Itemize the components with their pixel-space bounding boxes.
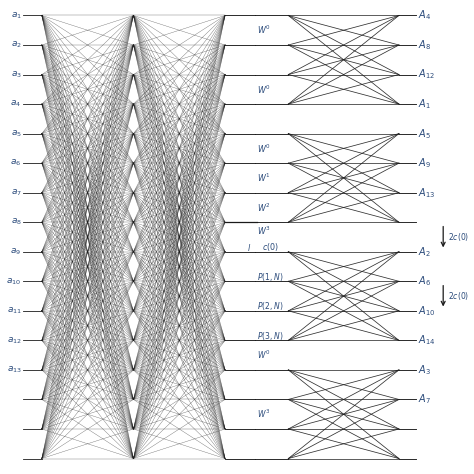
Text: $A_4$: $A_4$ (418, 9, 431, 22)
Text: $W^3$: $W^3$ (257, 408, 270, 420)
Text: $W^0$: $W^0$ (257, 83, 271, 95)
Text: $A_9$: $A_9$ (418, 156, 431, 170)
Text: $a_{13}$: $a_{13}$ (7, 365, 21, 375)
Text: $2c(0)$: $2c(0)$ (447, 290, 469, 302)
Text: $a_7$: $a_7$ (10, 187, 21, 198)
Text: $A_1$: $A_1$ (418, 97, 431, 111)
Text: $W^0$: $W^0$ (257, 142, 271, 155)
Text: $A_3$: $A_3$ (418, 363, 431, 377)
Text: $P(1,N)$: $P(1,N)$ (257, 271, 283, 283)
Text: $P(3,N)$: $P(3,N)$ (257, 330, 283, 342)
Text: $a_9$: $a_9$ (10, 246, 21, 257)
Text: $A_{14}$: $A_{14}$ (418, 334, 436, 347)
Text: $c(0)$: $c(0)$ (262, 241, 279, 253)
Text: $W^0$: $W^0$ (257, 24, 271, 36)
Text: $A_7$: $A_7$ (418, 392, 431, 406)
Text: $2c(0)$: $2c(0)$ (447, 231, 469, 243)
Text: $A_6$: $A_6$ (418, 274, 431, 288)
Text: $a_6$: $a_6$ (10, 158, 21, 168)
Text: $P(2,N)$: $P(2,N)$ (257, 301, 283, 312)
Text: $a_{11}$: $a_{11}$ (7, 306, 21, 316)
Text: $a_5$: $a_5$ (10, 128, 21, 139)
Text: $W^0$: $W^0$ (257, 349, 270, 361)
Text: $a_8$: $a_8$ (10, 217, 21, 228)
Text: $a_3$: $a_3$ (10, 69, 21, 80)
Text: $l$: $l$ (247, 242, 251, 253)
Text: $a_1$: $a_1$ (10, 10, 21, 21)
Text: $A_{13}$: $A_{13}$ (418, 186, 435, 200)
Text: $A_8$: $A_8$ (418, 38, 431, 52)
Text: $a_4$: $a_4$ (10, 99, 21, 109)
Text: $A_5$: $A_5$ (418, 127, 431, 140)
Text: $W^2$: $W^2$ (257, 201, 270, 214)
Text: $A_{12}$: $A_{12}$ (418, 68, 435, 82)
Text: $a_2$: $a_2$ (10, 40, 21, 50)
Text: $A_{10}$: $A_{10}$ (418, 304, 435, 318)
Text: $W^3$: $W^3$ (257, 225, 271, 237)
Text: $W^1$: $W^1$ (257, 172, 270, 184)
Text: $a_{12}$: $a_{12}$ (7, 335, 21, 346)
Text: $A_2$: $A_2$ (418, 245, 431, 259)
Text: $a_{10}$: $a_{10}$ (7, 276, 21, 287)
